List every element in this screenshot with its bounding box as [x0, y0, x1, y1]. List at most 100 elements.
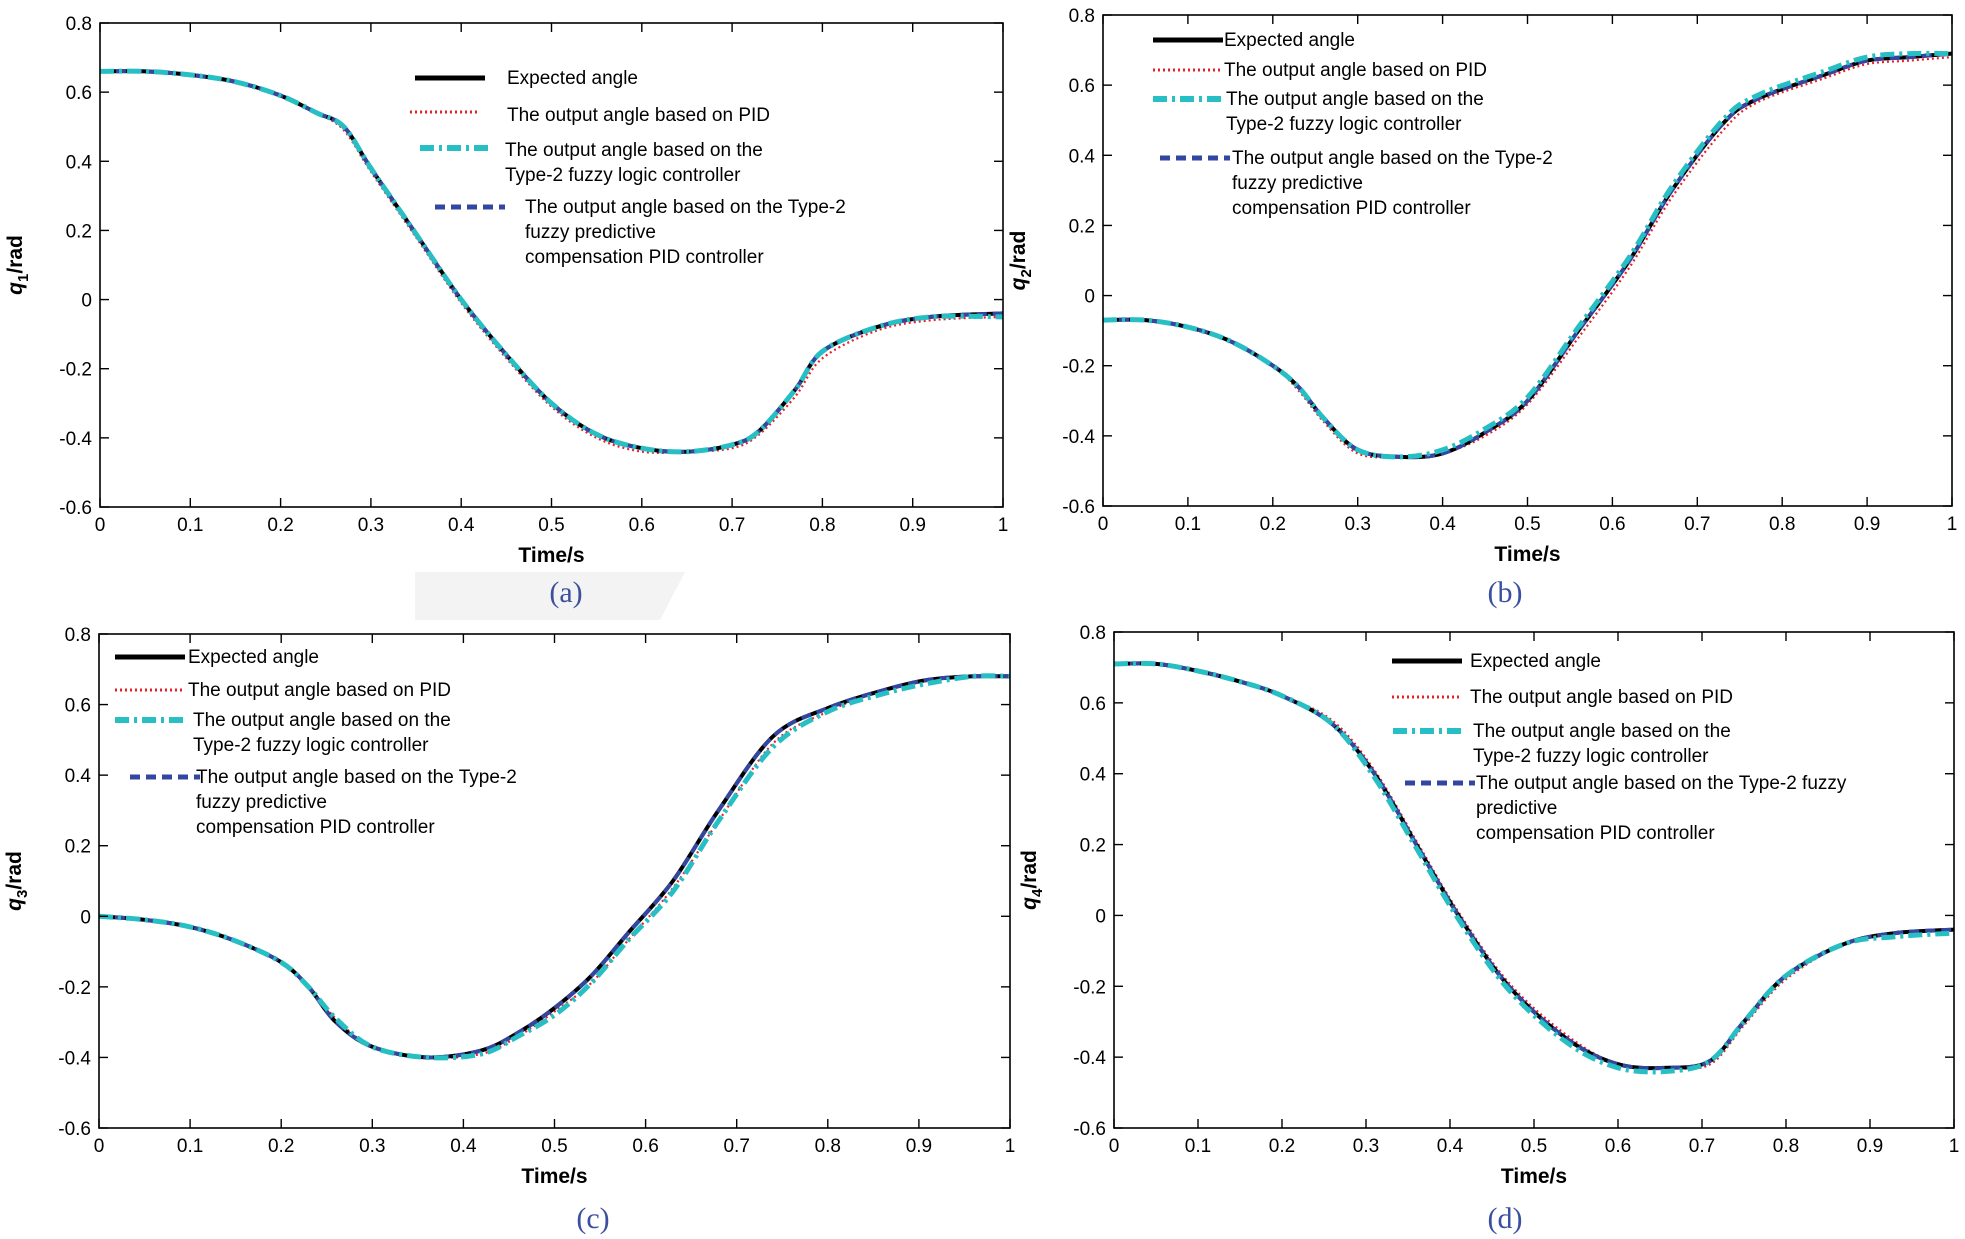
legend-label: Expected angle — [1224, 30, 1355, 51]
legend-label: The output angle based on PID — [1224, 60, 1487, 81]
y-axis-title: q2/rad — [1007, 231, 1035, 291]
x-tick-label: 0.3 — [1344, 514, 1370, 535]
x-tick-label: 0.1 — [1185, 1136, 1211, 1157]
y-tick-label: 0.2 — [1069, 216, 1095, 237]
x-tick-label: 0.7 — [723, 1136, 749, 1157]
x-tick-label: 0.8 — [1773, 1136, 1799, 1157]
x-tick-label: 0.4 — [448, 515, 475, 536]
series-group — [100, 68, 1003, 455]
y-tick-label: 0.2 — [65, 837, 91, 858]
watermark-band — [415, 572, 685, 620]
y-tick-label: -0.2 — [1062, 357, 1095, 378]
legend-label: The output angle based on the Type-2 — [196, 767, 517, 788]
plot-area — [100, 23, 1003, 507]
y-tick-label: 0.6 — [66, 83, 92, 104]
y-axis-symbol: q — [3, 898, 26, 911]
series-line-type2_fpc_pid — [99, 674, 1010, 1060]
legend-label: The output angle based on the Type-2 fuz… — [1476, 773, 1847, 794]
series-line-pid — [1103, 56, 1952, 459]
y-tick-label: -0.2 — [1073, 977, 1106, 998]
y-axis-symbol: q — [1018, 897, 1041, 910]
x-tick-label: 0.3 — [358, 515, 384, 536]
x-tick-label: 0.7 — [719, 515, 745, 536]
y-tick-label: 0.4 — [65, 766, 92, 787]
legend-label: Type-2 fuzzy logic controller — [193, 735, 429, 756]
x-tick-label: 0.2 — [268, 1136, 294, 1157]
series-line-type2_flc — [1114, 660, 1954, 1075]
x-tick-label: 0.4 — [1437, 1136, 1464, 1157]
x-tick-label: 1 — [1005, 1136, 1016, 1157]
y-axis-unit: /rad — [3, 851, 26, 890]
x-tick-label: 0.4 — [450, 1136, 477, 1157]
y-tick-label: -0.6 — [1073, 1119, 1106, 1140]
y-tick-label: 0.8 — [65, 625, 91, 646]
legend-label: The output angle based on PID — [1470, 687, 1733, 708]
caption-d: (d) — [1488, 1202, 1523, 1235]
plot-area — [1103, 15, 1952, 506]
legend-c: Expected angle The output angle based on … — [115, 647, 517, 838]
x-tick-label: 1 — [1949, 1136, 1960, 1157]
series-line-type2_flc — [100, 68, 1003, 455]
chart-panel-c: 0 0.1 0.2 0.3 0.4 0.5 0.6 0.7 0.8 0.9 1 -0.6 -0.4 -0.… — [3, 625, 1015, 1235]
x-tick-label: 0.6 — [632, 1136, 658, 1157]
legend-label: Expected angle — [1470, 651, 1601, 672]
legend-label: The output angle based on the — [1226, 89, 1484, 110]
plot-area — [1114, 632, 1954, 1128]
y-axis-subscript: 2 — [1018, 269, 1035, 277]
y-tick-label: 0.6 — [1080, 694, 1106, 715]
x-tick-label: 0.3 — [1353, 1136, 1379, 1157]
y-tick-label: 0.2 — [1080, 836, 1106, 857]
plot-area — [99, 634, 1010, 1128]
chart-panel-a: 0 0.1 0.2 0.3 0.4 0.5 0.6 0.7 0.8 0.9 1 -0.6 -0.4 -0.… — [4, 14, 1008, 609]
legend-label: compensation PID controller — [1232, 198, 1471, 219]
x-axis-title: Time/s — [1494, 543, 1560, 566]
series-line-type2_fpc_pid — [1103, 51, 1952, 460]
y-tick-label: -0.4 — [59, 429, 92, 450]
x-tick-label: 0.2 — [1260, 514, 1286, 535]
y-tick-label: 0.2 — [66, 221, 92, 242]
x-tick-label: 0.1 — [1175, 514, 1201, 535]
x-tick-label: 1 — [998, 515, 1009, 536]
x-axis-title: Time/s — [1501, 1165, 1567, 1188]
series-group — [99, 673, 1010, 1061]
x-axis-title: Time/s — [521, 1165, 587, 1188]
x-tick-label: 0.2 — [267, 515, 293, 536]
y-axis-title: q3/rad — [3, 851, 31, 911]
legend-label: fuzzy predictive — [196, 792, 327, 813]
series-group — [1103, 50, 1952, 460]
y-tick-label: -0.2 — [59, 360, 92, 381]
x-tick-label: 0.8 — [815, 1136, 841, 1157]
y-axis-subscript: 3 — [14, 890, 31, 898]
x-tick-label: 0 — [1098, 514, 1109, 535]
x-axis-title: Time/s — [518, 544, 584, 567]
legend-label: fuzzy predictive — [525, 222, 656, 243]
y-tick-label: 0.6 — [1069, 76, 1095, 97]
y-axis-unit: /rad — [1018, 850, 1041, 889]
legend-label: Expected angle — [507, 68, 638, 89]
legend-label: compensation PID controller — [1476, 823, 1715, 844]
legend-a: Expected angle The output angle based on … — [410, 68, 846, 268]
series-line-type2_flc — [1103, 50, 1952, 460]
y-tick-label: 0.8 — [66, 14, 92, 35]
x-tick-label: 0 — [1109, 1136, 1120, 1157]
x-tick-label: 0.9 — [899, 515, 925, 536]
legend-label: The output angle based on the Type-2 — [525, 197, 846, 218]
legend-label: The output angle based on the — [193, 710, 451, 731]
x-tick-label: 0.6 — [629, 515, 655, 536]
y-tick-label: -0.4 — [58, 1048, 91, 1069]
y-tick-label: 0.4 — [1080, 765, 1107, 786]
legend-label: The output angle based on the Type-2 — [1232, 148, 1553, 169]
y-tick-label: 0.4 — [66, 152, 93, 173]
y-axis-subscript: 1 — [15, 274, 32, 282]
legend-label: compensation PID controller — [525, 247, 764, 268]
legend-label: fuzzy predictive — [1232, 173, 1363, 194]
legend-label: The output angle based on the — [1473, 721, 1731, 742]
x-tick-label: 0.7 — [1684, 514, 1710, 535]
x-tick-label: 0.5 — [541, 1136, 567, 1157]
x-tick-label: 0.4 — [1429, 514, 1456, 535]
x-tick-label: 0.5 — [538, 515, 564, 536]
legend-label: The output angle based on PID — [507, 105, 770, 126]
legend-label: Expected angle — [188, 647, 319, 668]
y-tick-label: -0.6 — [59, 498, 92, 519]
